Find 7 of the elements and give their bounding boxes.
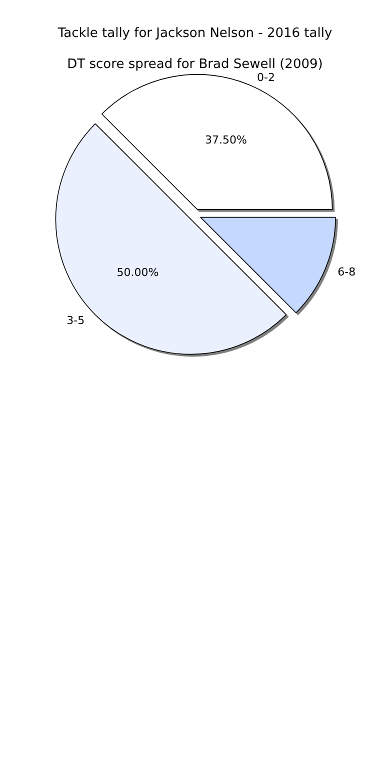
data-label: 50.00%	[116, 266, 159, 279]
slice-label: 6-8	[338, 266, 356, 279]
data-label: 37.50%	[205, 134, 247, 147]
slice-label: 3-5	[66, 314, 85, 327]
chart-subtitle: DT score spread for Brad Sewell (2009)	[67, 57, 323, 72]
slice-label: 0-2	[257, 70, 275, 84]
chart-title: Tackle tally for Jackson Nelson - 2016 tally	[56, 26, 332, 41]
